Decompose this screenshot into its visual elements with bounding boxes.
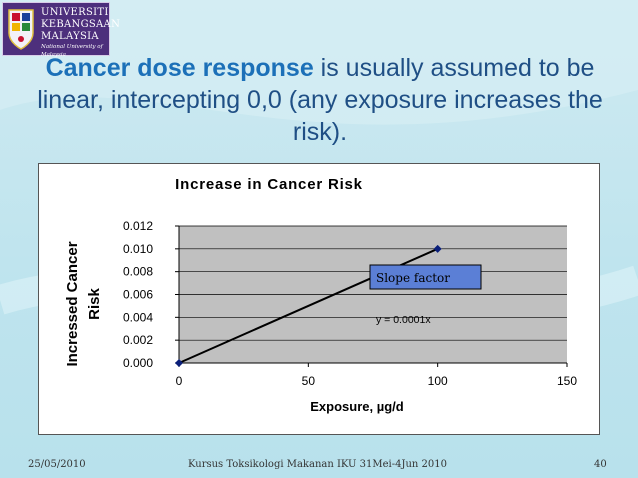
crest-icon	[8, 9, 34, 50]
slope-factor-box	[369, 264, 482, 290]
x-tick-label: 100	[428, 374, 448, 388]
y-tick-label: 0.006	[123, 288, 153, 302]
university-logo: UNIVERSITI KEBANGSAAN MALAYSIA National …	[2, 2, 120, 58]
slope-factor-label: Slope factor	[376, 271, 450, 285]
data-point-marker	[175, 359, 183, 367]
title-rest: is usually assumed to be linear, interce…	[37, 54, 603, 146]
logo-line-1: UNIVERSITI	[41, 7, 109, 18]
footer-course: Kursus Toksikologi Makanan IKU 31Mei-4Ju…	[188, 459, 447, 470]
y-tick-label: 0.012	[123, 219, 153, 233]
footer-page-number: 40	[594, 459, 607, 470]
slide-title: Cancer dose response is usually assumed …	[30, 52, 610, 148]
y-tick-label: 0.010	[123, 242, 153, 256]
x-tick-label: 50	[302, 374, 316, 388]
dose-response-chart: 0.000 0.002 0.004 0.006 0.008 0.010 0.012 0 50 1…	[64, 176, 577, 414]
chart-container: 0.000 0.002 0.004 0.006 0.008 0.010 0.012 0 50 1…	[38, 163, 600, 435]
equation-label: y = 0.0001x	[376, 314, 431, 326]
y-axis-label-line-1: Incressed Cancer	[64, 241, 81, 366]
y-tick-label: 0.002	[123, 333, 153, 347]
x-tick-label: 150	[557, 374, 577, 388]
y-axis-label-line-2: Risk	[86, 288, 103, 320]
logo-line-2: KEBANGSAAN	[41, 19, 121, 30]
y-tick-label: 0.004	[123, 310, 153, 324]
logo-tagline: National University of Malaysia	[41, 44, 103, 58]
data-point-marker	[433, 244, 442, 253]
chart-title: Increase in Cancer Risk	[175, 176, 363, 193]
y-tick-label: 0.000	[123, 356, 153, 370]
y-tick-label: 0.008	[123, 265, 153, 279]
footer-date: 25/05/2010	[28, 459, 86, 470]
x-tick-label: 0	[176, 374, 183, 388]
title-emphasis: Cancer dose response	[45, 54, 314, 82]
x-axis-label: Exposure, µg/d	[310, 399, 404, 414]
logo-line-3: MALAYSIA	[41, 31, 99, 42]
